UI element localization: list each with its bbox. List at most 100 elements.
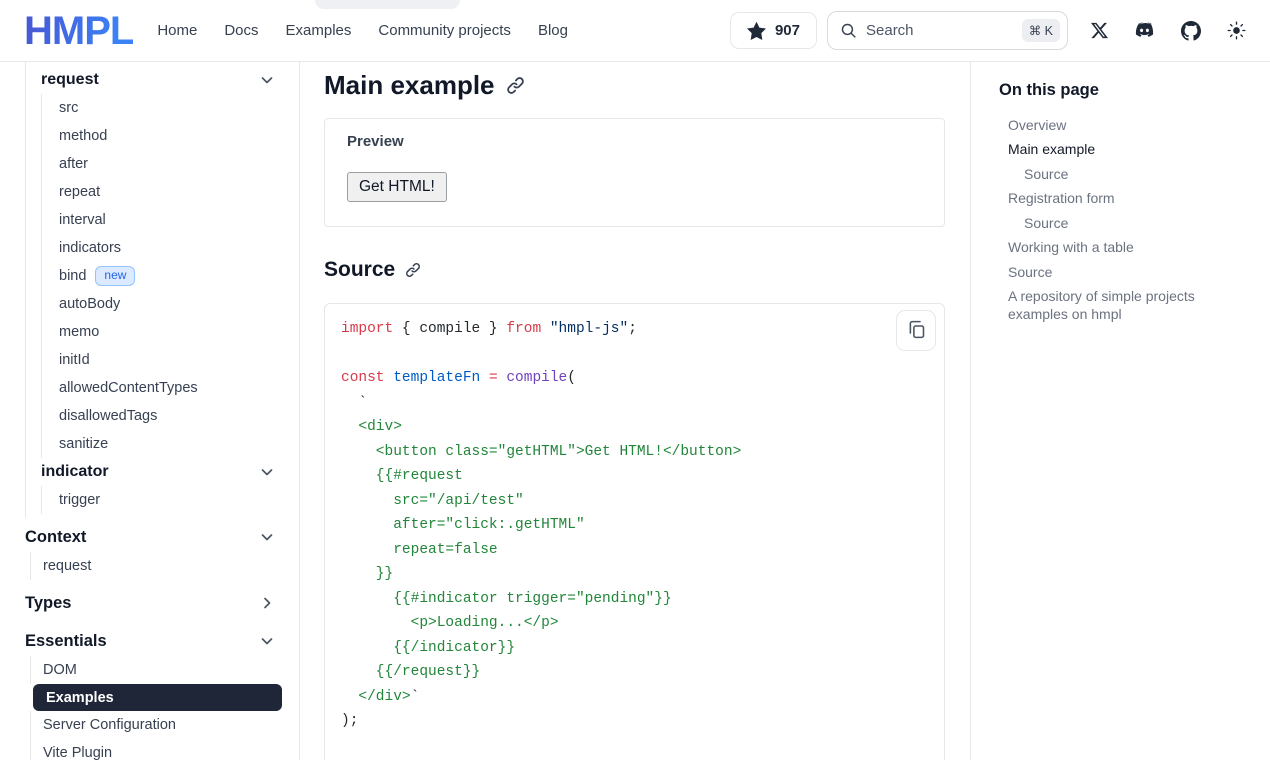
- source-heading: Source: [324, 258, 945, 282]
- sidebar-item-label: method: [59, 128, 108, 144]
- code-line: [341, 342, 928, 367]
- sidebar-item-indicator[interactable]: indicator: [25, 458, 275, 486]
- nav-link-community-projects[interactable]: Community projects: [378, 22, 511, 39]
- sidebar-item-interval[interactable]: interval: [41, 206, 282, 234]
- sidebar-item-label: interval: [59, 212, 106, 228]
- sidebar-item-sanitize[interactable]: sanitize: [41, 430, 282, 458]
- preview-panel: Preview Get HTML!: [324, 118, 945, 227]
- get-html-button[interactable]: Get HTML!: [347, 172, 447, 202]
- code-line: <div>: [341, 419, 402, 435]
- sidebar-item-label: Types: [25, 593, 72, 612]
- search-box[interactable]: ⌘ K: [827, 11, 1068, 50]
- sidebar-item-allowedcontenttypes[interactable]: allowedContentTypes: [41, 374, 282, 402]
- sidebar-item-repeat[interactable]: repeat: [41, 178, 282, 206]
- star-icon: [746, 21, 766, 40]
- sidebar-item-autobody[interactable]: autoBody: [41, 290, 282, 318]
- sidebar-item-after[interactable]: after: [41, 150, 282, 178]
- toc-item-working-with-a-table[interactable]: Working with a table: [1008, 239, 1134, 255]
- search-input[interactable]: [866, 22, 1013, 39]
- sidebar-item-label: bind: [59, 268, 87, 284]
- sidebar-item-request[interactable]: request: [25, 66, 275, 94]
- heading-link-icon[interactable]: [405, 262, 421, 278]
- toc-list: Overview Main example Source Registration f…: [999, 113, 1230, 327]
- sidebar-nav: request src method after repeat interval indic…: [0, 66, 299, 760]
- chevron-down-icon: [259, 633, 275, 649]
- toc-item-registration-form[interactable]: Registration form: [1008, 190, 1115, 206]
- sidebar-item-vite-plugin[interactable]: Vite Plugin: [30, 739, 282, 760]
- sidebar-item-disallowedtags[interactable]: disallowedTags: [41, 402, 282, 430]
- toc-item-source[interactable]: Source: [1008, 263, 1053, 280]
- sidebar-item-label: initId: [59, 352, 90, 368]
- sidebar-item-label: src: [59, 100, 79, 116]
- github-star-button[interactable]: 907: [729, 12, 817, 49]
- sidebar-item-label: request: [43, 558, 92, 574]
- page-title-text: Main example: [324, 70, 495, 100]
- chevron-down-icon: [259, 529, 275, 545]
- sidebar-item-bind[interactable]: bind new: [41, 262, 282, 290]
- sidebar-item-dom[interactable]: DOM: [30, 656, 282, 684]
- sidebar-item-label: sanitize: [59, 436, 109, 452]
- sidebar-item-indicators[interactable]: indicators: [41, 234, 282, 262]
- sidebar-item-trigger[interactable]: trigger: [41, 486, 282, 514]
- sidebar-item-server-configuration[interactable]: Server Configuration: [30, 711, 282, 739]
- code-line: `: [341, 394, 368, 411]
- source-heading-text: Source: [324, 258, 396, 281]
- sidebar-item-context[interactable]: Context: [25, 522, 275, 552]
- code-block: import { compile } from "hmpl-js"; const…: [324, 303, 945, 760]
- sidebar-item-label: trigger: [59, 492, 101, 508]
- sidebar-item-label: disallowedTags: [59, 408, 158, 424]
- sidebar-item-label: memo: [59, 324, 100, 340]
- page-body: request src method after repeat interval indic…: [0, 62, 1270, 760]
- sidebar-indent-guide: [25, 62, 26, 518]
- code-line: {{#indicator trigger="pending"}}: [341, 590, 672, 607]
- sidebar-item-src[interactable]: src: [41, 94, 282, 122]
- copy-icon: [906, 319, 927, 343]
- toc-item-source[interactable]: Source: [1024, 214, 1069, 231]
- new-badge: new: [95, 265, 136, 287]
- sidebar-item-examples[interactable]: Examples: [33, 684, 282, 711]
- star-count: 907: [774, 22, 800, 39]
- sidebar-item-label: indicator: [41, 463, 109, 480]
- discord-icon[interactable]: [1134, 22, 1155, 39]
- sidebar-item-initid[interactable]: initId: [41, 346, 282, 374]
- nav-link-docs[interactable]: Docs: [224, 22, 259, 39]
- scrolled-element-edge: [315, 0, 460, 9]
- toc-item-overview[interactable]: Overview: [1008, 116, 1067, 133]
- sidebar-item-method[interactable]: method: [41, 122, 282, 150]
- code-line: [341, 734, 928, 759]
- code-line: {{/request}}: [341, 664, 481, 680]
- sidebar-item-label: request: [41, 71, 99, 88]
- sidebar-item-essentials[interactable]: Essentials: [25, 626, 275, 656]
- header: HMPL Home Docs Examples Community projects B…: [0, 0, 1270, 62]
- toc-item-main-example[interactable]: Main example: [1008, 141, 1096, 157]
- sidebar-item-request[interactable]: request: [30, 552, 282, 580]
- logo[interactable]: HMPL: [24, 8, 134, 53]
- main-content: Main example Preview Get HTML! Source im…: [300, 62, 970, 760]
- theme-light-icon[interactable]: [1227, 21, 1246, 40]
- toc-item-a-repository-of-simple-projects-examples[interactable]: A repository of simple projects examples…: [1008, 288, 1195, 322]
- code-line: {{/indicator}}: [341, 639, 516, 656]
- copy-code-button[interactable]: [896, 310, 936, 351]
- sidebar-item-types[interactable]: Types: [25, 588, 275, 618]
- github-icon[interactable]: [1181, 20, 1201, 41]
- nav-link-examples[interactable]: Examples: [285, 22, 352, 39]
- code-line: src="/api/test": [341, 492, 524, 509]
- chevron-down-icon: [259, 464, 275, 480]
- sidebar: request src method after repeat interval indic…: [0, 62, 300, 760]
- sidebar-item-label: repeat: [59, 184, 101, 200]
- x-twitter-icon[interactable]: [1091, 22, 1108, 39]
- toc-item-source[interactable]: Source: [1024, 165, 1069, 182]
- sidebar-item-memo[interactable]: memo: [41, 318, 282, 346]
- toc-panel: On this page Overview Main example Source R…: [970, 62, 1270, 760]
- sidebar-item-label: Essentials: [25, 631, 107, 650]
- code-line: const templateFn = compile(: [341, 370, 576, 386]
- heading-link-icon[interactable]: [506, 76, 525, 95]
- nav-link-home[interactable]: Home: [157, 22, 198, 39]
- sidebar-item-label: after: [59, 156, 89, 172]
- nav-link-blog[interactable]: Blog: [537, 22, 568, 39]
- code-line: </div>`: [341, 688, 420, 705]
- code-line: repeat=false: [341, 541, 498, 558]
- sidebar-item-label: autoBody: [59, 296, 121, 312]
- code-content[interactable]: import { compile } from "hmpl-js"; const…: [341, 317, 928, 760]
- sidebar-item-label: Vite Plugin: [43, 745, 113, 760]
